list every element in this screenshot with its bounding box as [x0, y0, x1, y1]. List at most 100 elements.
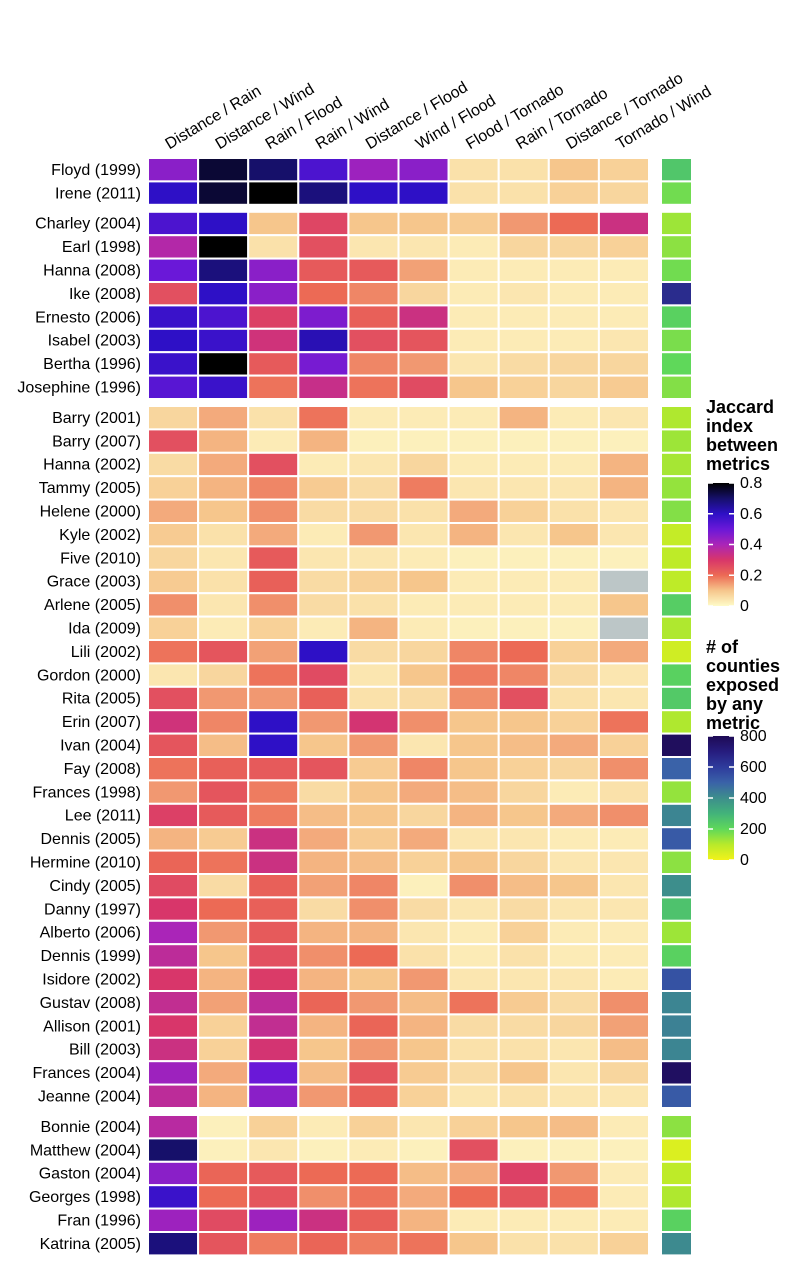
cell: [447, 304, 500, 330]
cell: [497, 568, 550, 595]
cell: [247, 210, 300, 237]
cell: [347, 374, 400, 401]
cell: [547, 732, 600, 758]
count-cell: [660, 1160, 693, 1187]
cell: [147, 709, 200, 735]
cell: [147, 756, 200, 782]
colorbar-tick-label: 400: [740, 790, 767, 807]
count-cell: [660, 615, 693, 641]
cell: [547, 849, 600, 875]
cell: [347, 756, 400, 782]
cell: [497, 943, 550, 969]
cell: [247, 1013, 300, 1039]
row-label: Frances (2004): [33, 1065, 142, 1082]
cell: [197, 475, 250, 501]
count-legend-title: # of counties exposed by any metric: [706, 638, 781, 730]
cell: [597, 522, 651, 548]
cell: [547, 304, 600, 330]
cell: [147, 428, 200, 454]
cell: [247, 475, 300, 501]
colorbar-tick-label: 0.4: [740, 537, 762, 554]
cell: [447, 592, 500, 618]
cell: [247, 451, 300, 478]
cell: [197, 257, 250, 284]
cell: [147, 522, 200, 548]
row-label: Danny (1997): [44, 901, 141, 918]
cell: [497, 756, 550, 782]
count-cell: [660, 896, 693, 922]
cell: [597, 210, 651, 237]
cell: [297, 304, 350, 330]
cell: [197, 1231, 250, 1257]
cell: [247, 990, 300, 1016]
count-cell: [660, 1060, 693, 1086]
count-cell: [660, 568, 693, 595]
count-cell: [660, 157, 693, 183]
cell: [247, 522, 300, 548]
count-cell: [660, 327, 693, 354]
cell: [547, 180, 600, 206]
cell: [397, 451, 450, 478]
cell: [197, 639, 250, 665]
cell: [147, 1160, 200, 1187]
cell: [347, 405, 400, 431]
cell: [597, 919, 651, 946]
cell: [297, 1036, 350, 1063]
cell: [447, 1137, 500, 1163]
cell: [197, 1060, 250, 1086]
cell: [247, 257, 300, 284]
cell: [347, 779, 400, 805]
cell: [397, 615, 450, 641]
row-label: Matthew (2004): [30, 1142, 141, 1159]
cell: [297, 351, 350, 377]
row-label: Ida (2009): [68, 621, 141, 638]
cell: [397, 405, 450, 431]
cell: [497, 849, 550, 875]
cell: [297, 1207, 350, 1233]
cell: [547, 802, 600, 829]
cell: [497, 451, 550, 478]
cell: [297, 405, 350, 431]
row-label: Kyle (2002): [59, 527, 141, 544]
cell: [547, 685, 600, 712]
cell: [147, 943, 200, 969]
row-label: Charley (2004): [35, 216, 141, 233]
cell: [597, 849, 651, 875]
cell: [397, 281, 450, 307]
cell: [247, 405, 300, 431]
cell: [447, 281, 500, 307]
row-label: Cindy (2005): [49, 878, 141, 895]
cell: [447, 896, 500, 922]
cell: [397, 1036, 450, 1063]
cell: [147, 1207, 200, 1233]
cell: [547, 756, 600, 782]
cell: [597, 180, 651, 206]
cell: [197, 1013, 250, 1039]
row-label: Tammy (2005): [39, 480, 141, 497]
cell: [547, 545, 600, 571]
cell: [447, 802, 500, 829]
row-label: Grace (2003): [47, 574, 141, 591]
cell: [547, 826, 600, 852]
cell: [347, 351, 400, 377]
cell: [547, 1083, 600, 1109]
cell: [197, 428, 250, 454]
row-label: Isabel (2003): [48, 333, 141, 350]
cell: [547, 615, 600, 641]
cell: [497, 1231, 550, 1257]
cell: [247, 943, 300, 969]
cell: [497, 281, 550, 307]
count-cell: [660, 405, 693, 431]
cell: [147, 802, 200, 829]
cell: [197, 966, 250, 992]
count-cell: [660, 1114, 693, 1140]
cell: [297, 990, 350, 1016]
cell: [247, 281, 300, 307]
colorbar-tick-label: 600: [740, 759, 767, 776]
cell: [547, 639, 600, 665]
row-label: Gustav (2008): [40, 995, 141, 1012]
cell: [197, 1160, 250, 1187]
cell: [347, 943, 400, 969]
row-label: Hermine (2010): [30, 855, 141, 872]
cell: [497, 210, 550, 237]
